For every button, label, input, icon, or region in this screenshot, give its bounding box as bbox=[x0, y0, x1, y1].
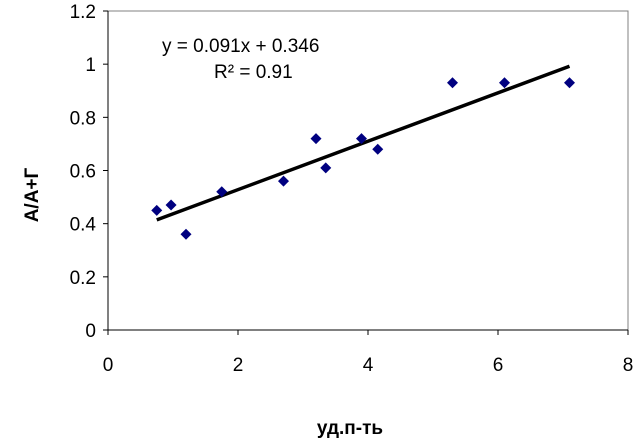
trendline-equation: y = 0.091x + 0.346 bbox=[162, 36, 319, 57]
y-tick-label: 1.2 bbox=[70, 2, 96, 23]
data-point bbox=[372, 143, 384, 155]
data-point bbox=[564, 77, 575, 89]
y-tick-label: 0.4 bbox=[70, 215, 97, 236]
y-axis-ticks: 0 0.2 0.4 0.6 0.8 1 1.2 bbox=[70, 2, 108, 342]
y-axis-title: А/А+Г bbox=[22, 167, 43, 222]
data-point bbox=[151, 204, 163, 216]
x-tick-label: 6 bbox=[493, 355, 504, 376]
y-tick-label: 1 bbox=[85, 55, 96, 76]
data-point bbox=[447, 77, 458, 89]
x-tick-label: 0 bbox=[103, 355, 114, 376]
data-point bbox=[356, 133, 367, 145]
data-point bbox=[180, 228, 192, 240]
data-point bbox=[310, 133, 322, 145]
data-point bbox=[499, 77, 510, 89]
trendline bbox=[156, 64, 571, 222]
data-point bbox=[320, 162, 332, 174]
trendline-r2: R² = 0.91 bbox=[214, 62, 293, 83]
plot-area bbox=[107, 10, 629, 331]
y-tick-label: 0.6 bbox=[70, 162, 96, 183]
x-tick-label: 8 bbox=[623, 355, 634, 376]
data-point bbox=[165, 199, 177, 211]
y-tick-label: 0.2 bbox=[70, 268, 96, 289]
x-tick-label: 2 bbox=[233, 355, 244, 376]
data-points bbox=[151, 77, 575, 240]
data-point bbox=[278, 175, 289, 187]
x-axis-ticks: 0 2 4 6 8 bbox=[103, 330, 634, 376]
plot-frame bbox=[107, 10, 629, 331]
trendline-group bbox=[156, 64, 571, 222]
data-point bbox=[216, 186, 228, 198]
y-tick-label: 0.8 bbox=[70, 108, 96, 129]
x-axis-title: уд.п-ть bbox=[317, 418, 383, 439]
y-tick-label: 0 bbox=[85, 321, 96, 342]
x-tick-label: 4 bbox=[363, 355, 374, 376]
